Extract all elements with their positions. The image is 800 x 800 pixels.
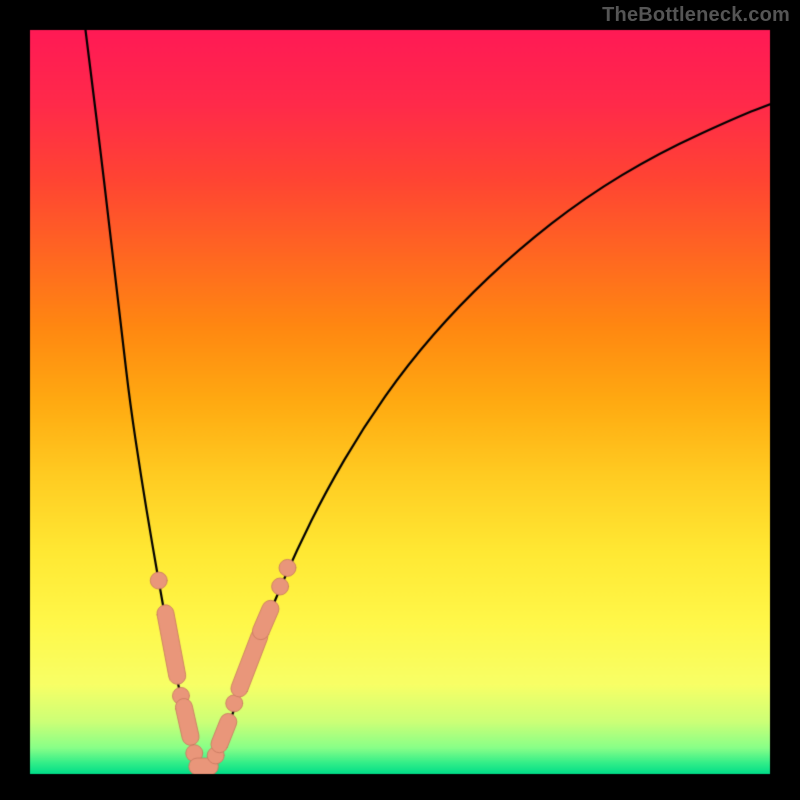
bottleneck-chart-canvas (0, 0, 800, 800)
watermark-text: TheBottleneck.com (602, 4, 790, 27)
chart-container: TheBottleneck.com (0, 0, 800, 800)
